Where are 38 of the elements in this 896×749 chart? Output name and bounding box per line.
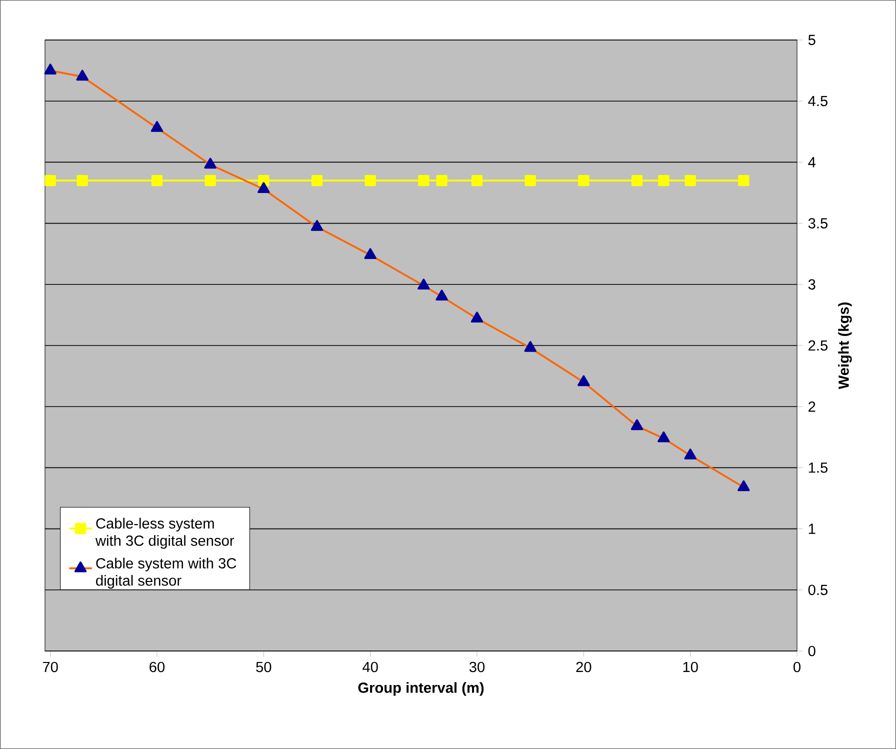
point [436,174,448,186]
y-tick-label: 0 [808,646,816,656]
x-tick-label: 20 [576,662,592,672]
y-tick-label: 2.5 [808,340,828,351]
y-tick-label: 1 [808,524,816,534]
y-tick-label: 3 [808,279,816,290]
point [311,174,323,186]
point [658,174,670,186]
point [44,174,56,186]
y-tick-label: 1.5 [808,462,828,473]
point [684,174,696,186]
point [471,174,483,186]
point [631,174,643,186]
point [151,174,163,186]
y-axis-title: Weight (kgs) [838,302,852,390]
y-tick-label: 5 [808,34,816,46]
legend-label: Cable system with 3C digital sensor [96,558,236,589]
x-tick-label: 30 [469,662,485,672]
point [524,174,536,186]
point [204,174,216,186]
y-tick-label: 2 [808,402,816,412]
y-tick-label: 3.5 [808,218,828,228]
y-tick-label: 0.5 [808,584,828,596]
point [738,174,750,186]
x-axis-title: Group interval (m) [358,682,484,696]
x-tick-label: 70 [42,662,58,672]
point [364,174,376,186]
point [76,174,88,186]
x-tick-label: 0 [794,662,800,672]
x-tick-label: 60 [150,662,165,672]
y-tick-label: 4 [808,157,816,168]
x-tick-label: 40 [362,662,378,672]
x-tick-label: 50 [256,662,272,672]
x-tick-label: 10 [683,662,698,672]
point [578,174,590,186]
legend-label: Cable-less system with 3C digital sensor [95,518,234,549]
point [418,174,430,186]
y-tick-label: 4.5 [808,96,828,106]
